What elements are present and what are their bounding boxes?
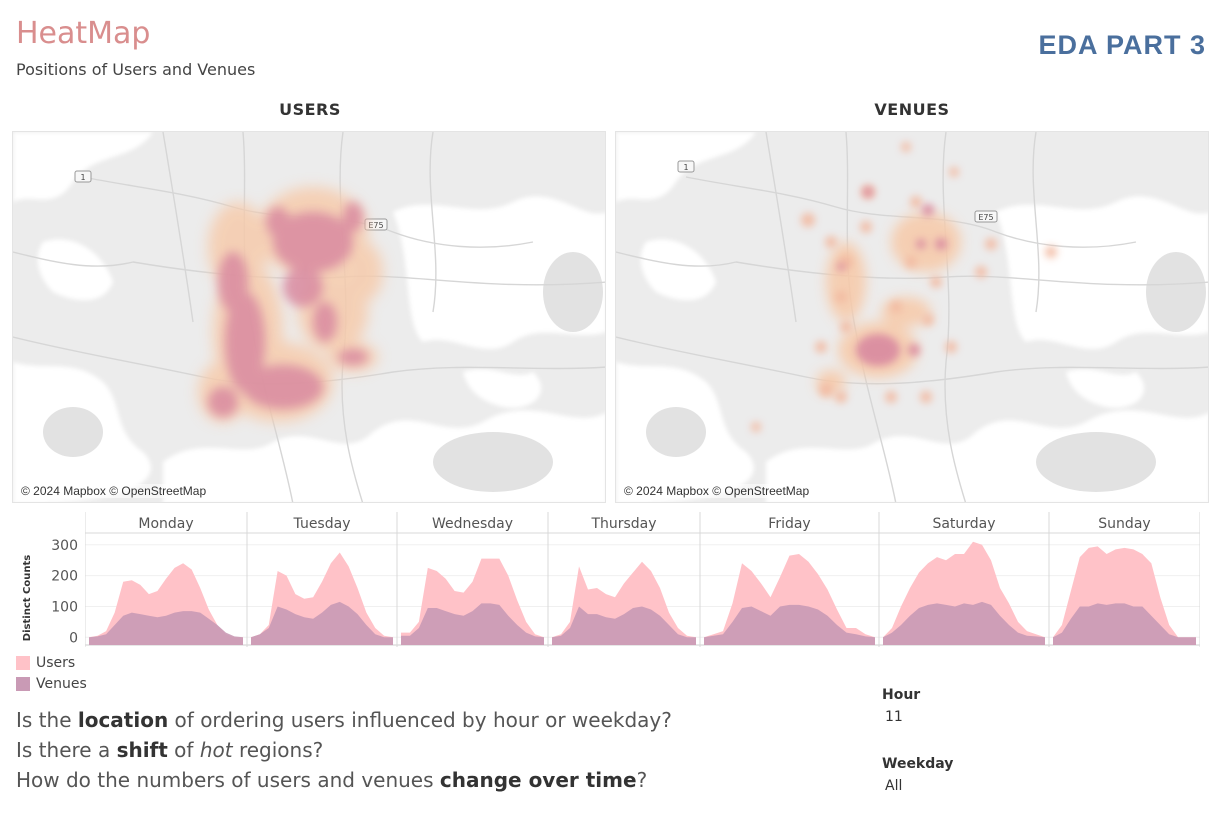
y-tick-300: 300 <box>51 538 78 554</box>
question-2-part-2: ? <box>636 768 648 792</box>
question-1-part-0: Is there a <box>16 738 117 762</box>
question-2-part-0: How do the numbers of users and venues <box>16 768 440 792</box>
panel-title-monday: Monday <box>138 516 193 532</box>
legend-item-users[interactable]: Users <box>16 652 87 673</box>
road-shield-1: 1 <box>683 163 688 172</box>
users-swatch <box>16 655 30 670</box>
venues-heatmap[interactable]: 1 E75 <box>615 131 1209 503</box>
venues-area-tuesday <box>251 601 393 645</box>
venues-map-canvas: 1 E75 <box>616 132 1208 502</box>
venues-map-title: VENUES <box>874 100 950 119</box>
venues-area-wednesday <box>401 603 544 645</box>
y-axis-title: Distinct Counts <box>22 555 33 641</box>
question-1-part-2: of <box>167 738 200 762</box>
panel-title-sunday: Sunday <box>1098 516 1150 532</box>
eda-part-badge: EDA PART 3 <box>1038 30 1206 60</box>
y-tick-100: 100 <box>51 599 78 615</box>
y-axis: 0 100 200 300 <box>51 538 78 647</box>
question-0-part-2: of ordering users influenced by hour or … <box>168 708 672 732</box>
legend-item-venues[interactable]: Venues <box>16 673 87 694</box>
question-1-part-3: hot <box>199 738 233 762</box>
panel-title-friday: Friday <box>768 516 810 532</box>
question-1-part-1: shift <box>116 738 168 762</box>
venues-area-saturday <box>883 601 1045 645</box>
venues-area-monday <box>89 611 243 645</box>
users-map-canvas: 1 E75 <box>13 132 605 502</box>
road-shield-e75: E75 <box>978 213 993 222</box>
y-axis-label: Distinct Counts <box>22 555 33 641</box>
venues-area-thursday <box>552 606 696 645</box>
question-0-part-0: Is the <box>16 708 78 732</box>
panel-title-saturday: Saturday <box>932 516 995 532</box>
legend-label-venues: Venues <box>36 675 87 692</box>
users-map-attribution[interactable]: © 2024 Mapbox © OpenStreetMap <box>19 484 209 498</box>
road-shield-1: 1 <box>80 173 85 182</box>
panel-title-tuesday: Tuesday <box>293 516 351 532</box>
hour-filter-value[interactable]: 11 <box>885 709 903 725</box>
road-shields: 1 E75 <box>677 160 998 223</box>
question-change: How do the numbers of users and venues c… <box>16 765 672 795</box>
y-tick-200: 200 <box>51 569 78 585</box>
question-shift: Is there a shift of hot regions? <box>16 735 672 765</box>
road-shield-e75: E75 <box>368 221 383 230</box>
dashboard-title: HeatMap <box>16 16 151 51</box>
venues-area-friday <box>704 604 875 645</box>
venues-map-attribution[interactable]: © 2024 Mapbox © OpenStreetMap <box>622 484 812 498</box>
question-0-part-1: location <box>77 708 169 732</box>
land-shades <box>43 252 603 492</box>
analysis-questions: Is the location of ordering users influe… <box>16 705 672 795</box>
panel-title-wednesday: Wednesday <box>432 516 513 532</box>
weekday-area-charts[interactable]: Monday5811141720Tuesday69121518Wednesday… <box>85 512 1200 647</box>
question-2-part-1: change over time <box>439 768 637 792</box>
y-tick-0: 0 <box>69 630 78 646</box>
dashboard-subtitle: Positions of Users and Venues <box>16 60 256 79</box>
users-heat-layer <box>198 187 383 422</box>
weekday-filter-title: Weekday <box>882 756 954 772</box>
panel-title-thursday: Thursday <box>590 516 656 532</box>
question-1-part-4: regions? <box>232 738 324 762</box>
hour-filter[interactable]: Hour 11 <box>882 687 920 725</box>
y-ticks: 0 100 200 300 <box>51 538 78 647</box>
question-location: Is the location of ordering users influe… <box>16 705 672 735</box>
legend-label-users: Users <box>36 654 76 671</box>
users-map-title: USERS <box>279 100 341 119</box>
weekday-filter[interactable]: Weekday All <box>882 756 953 794</box>
venues-area-sunday <box>1053 603 1196 645</box>
venues-heat-layer <box>751 142 1057 432</box>
land-shades <box>646 252 1206 492</box>
weekday-filter-value[interactable]: All <box>885 778 903 794</box>
venues-swatch <box>16 676 30 691</box>
chart-legend[interactable]: Users Venues <box>16 652 87 694</box>
users-heatmap[interactable]: 1 E75 <box>12 131 606 503</box>
hour-filter-title: Hour <box>882 687 921 703</box>
